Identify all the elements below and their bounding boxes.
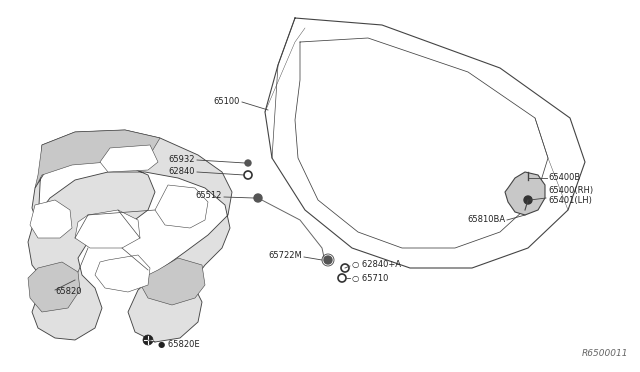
Polygon shape (30, 200, 72, 238)
Text: R6500011: R6500011 (582, 349, 628, 358)
Polygon shape (35, 130, 160, 188)
Polygon shape (95, 255, 150, 292)
Text: ○ 62840+A: ○ 62840+A (352, 260, 401, 269)
Circle shape (245, 160, 251, 166)
Text: 65722M: 65722M (268, 250, 302, 260)
Text: 62840: 62840 (168, 167, 195, 176)
Text: 65400(RH): 65400(RH) (548, 186, 593, 195)
Text: 65820: 65820 (55, 288, 81, 296)
Polygon shape (28, 130, 232, 342)
Text: 65401(LH): 65401(LH) (548, 196, 592, 205)
Circle shape (254, 194, 262, 202)
Polygon shape (505, 172, 545, 215)
Circle shape (524, 196, 532, 204)
Polygon shape (155, 185, 208, 228)
Polygon shape (75, 210, 140, 248)
Polygon shape (28, 262, 80, 312)
Polygon shape (138, 258, 205, 305)
Circle shape (324, 256, 332, 264)
Text: 65400B: 65400B (548, 173, 580, 183)
Text: ● 65820E: ● 65820E (158, 340, 200, 350)
Text: 65932: 65932 (168, 155, 195, 164)
Text: ○ 65710: ○ 65710 (352, 273, 388, 282)
Polygon shape (100, 145, 158, 172)
Circle shape (143, 335, 153, 345)
Text: 65512: 65512 (196, 192, 222, 201)
Text: 65810BA: 65810BA (467, 215, 505, 224)
Text: 65100: 65100 (214, 97, 240, 106)
